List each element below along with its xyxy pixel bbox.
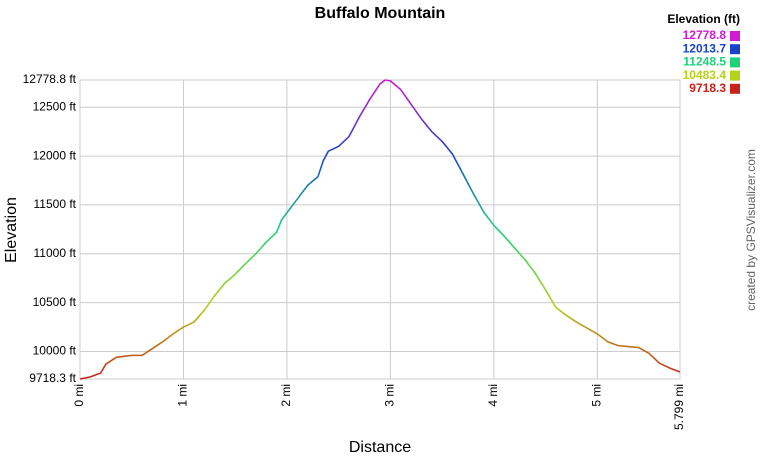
x-tick-label: 3 mi <box>383 384 397 407</box>
legend-swatch <box>730 70 740 81</box>
y-tick-label: 12500 ft <box>33 99 77 113</box>
legend-label: 12778.8 <box>683 28 727 42</box>
y-tick-label: 10000 ft <box>33 344 77 358</box>
x-tick-label: 5 mi <box>590 384 604 407</box>
x-tick-label: 5.799 mi <box>672 384 686 430</box>
y-tick-label: 12000 ft <box>33 148 77 162</box>
x-tick-label: 4 mi <box>486 384 500 407</box>
y-axis-label: Elevation <box>3 197 20 263</box>
elevation-line <box>79 79 681 380</box>
y-tick-label: 10500 ft <box>33 295 77 309</box>
legend-swatch <box>730 31 740 41</box>
x-tick-label: 1 mi <box>176 384 190 407</box>
legend-swatch <box>730 44 740 55</box>
chart-title: Buffalo Mountain <box>315 5 446 22</box>
credit: created by GPSVisualizer.com <box>744 149 758 311</box>
legend-label: 11248.5 <box>683 55 726 69</box>
y-tick-label: 9718.3 ft <box>29 371 76 385</box>
legend-label: 12013.7 <box>683 41 727 55</box>
x-tick-label: 2 mi <box>279 384 293 407</box>
y-tick-label: 12778.8 ft <box>23 72 77 86</box>
legend-swatch <box>730 83 740 94</box>
legend-label: 10483.4 <box>683 68 727 82</box>
y-tick-label: 11500 ft <box>34 197 77 211</box>
x-tick-label: 0 mi <box>72 384 86 407</box>
legend-title: Elevation (ft) <box>667 12 740 26</box>
y-tick-label: 11000 ft <box>34 246 77 260</box>
legend-swatch <box>730 57 740 68</box>
legend-label: 9718.3 <box>689 81 726 95</box>
x-axis-label: Distance <box>349 439 411 456</box>
plot-area <box>79 79 681 380</box>
